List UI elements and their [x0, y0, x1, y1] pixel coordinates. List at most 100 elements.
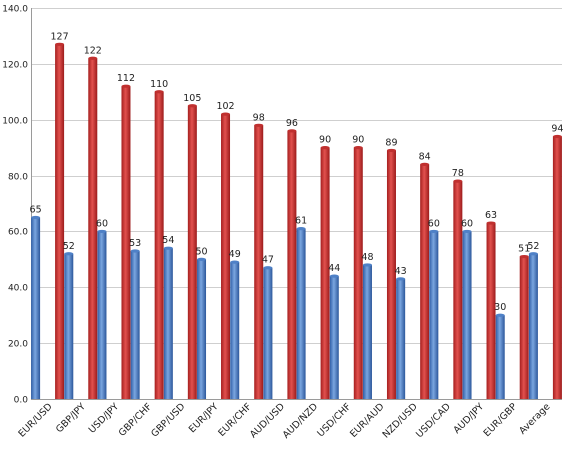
- red-bar-cap: [254, 123, 264, 127]
- blue-bar: [64, 253, 74, 399]
- x-tick-label: EUR/GBP: [482, 401, 520, 439]
- data-label: 47: [262, 255, 274, 266]
- red-bar: [55, 44, 65, 400]
- y-tick-label: 60.0: [8, 228, 28, 238]
- red-bar-cap: [353, 146, 363, 150]
- red-bar-cap: [187, 104, 197, 108]
- blue-bar: [396, 278, 406, 399]
- blue-bar-cap: [462, 229, 472, 234]
- red-bar-cap: [221, 112, 231, 116]
- blue-bar: [495, 315, 505, 399]
- blue-bar-cap: [64, 252, 74, 256]
- x-tick-label: GBP/USD: [149, 401, 187, 439]
- blue-bar-cap: [230, 260, 240, 264]
- data-label: 110: [150, 79, 168, 90]
- red-bar: [88, 58, 98, 400]
- red-bar: [287, 130, 297, 399]
- blue-bar-cap: [429, 229, 439, 234]
- blue-bar: [263, 267, 273, 399]
- red-bar: [320, 147, 330, 399]
- data-label: 61: [295, 216, 307, 227]
- blue-bar: [97, 231, 107, 399]
- red-bar: [154, 91, 164, 400]
- red-bar: [519, 256, 529, 399]
- blue-bar: [130, 250, 140, 399]
- data-label: 30: [494, 302, 506, 313]
- y-tick-label: 0.0: [14, 396, 29, 406]
- data-label: 65: [30, 204, 42, 215]
- y-tick-label: 100.0: [2, 117, 28, 127]
- red-bar: [353, 147, 363, 399]
- red-bar: [486, 223, 496, 399]
- data-label: 63: [485, 210, 497, 221]
- data-label: 60: [461, 218, 473, 229]
- data-label: 96: [286, 118, 298, 129]
- data-label: 60: [96, 218, 108, 229]
- data-label: 122: [84, 45, 102, 56]
- red-bar: [187, 105, 197, 399]
- x-tick-label: GBP/CHF: [117, 401, 155, 439]
- blue-bar: [163, 248, 173, 399]
- blue-bar-cap: [396, 277, 406, 281]
- red-bar-cap: [88, 56, 98, 60]
- blue-bar-cap: [362, 263, 372, 267]
- data-label: 127: [51, 31, 69, 42]
- data-label: 43: [395, 266, 407, 277]
- x-tick-label: GBP/JPY: [54, 401, 88, 435]
- blue-bar-cap: [197, 257, 207, 261]
- data-label: 78: [452, 168, 464, 179]
- red-bar-cap: [486, 221, 496, 225]
- data-label: 52: [63, 241, 75, 252]
- blue-bar-cap: [495, 313, 505, 317]
- red-bar-cap: [420, 162, 430, 166]
- x-tick-label: Average: [517, 401, 552, 436]
- y-tick-label: 40.0: [8, 284, 28, 294]
- data-label: 84: [419, 151, 431, 162]
- blue-bar-cap: [329, 274, 339, 278]
- red-bar-cap: [55, 42, 65, 46]
- x-tick-label: AUD/NZD: [281, 401, 321, 441]
- blue-bar-cap: [163, 246, 173, 250]
- data-label: 90: [352, 135, 364, 146]
- x-tick-label: EUR/USD: [16, 401, 54, 439]
- data-label: 94: [551, 123, 563, 134]
- red-bar: [552, 136, 562, 399]
- blue-bar: [230, 262, 240, 399]
- data-label: 48: [361, 252, 373, 263]
- red-bar-cap: [287, 129, 297, 133]
- blue-bar: [429, 231, 439, 399]
- red-bar-cap: [154, 90, 164, 94]
- red-bar: [420, 164, 430, 399]
- data-label: 52: [527, 241, 539, 252]
- data-label: 53: [129, 238, 141, 249]
- blue-bar-cap: [130, 249, 140, 253]
- red-bar-cap: [320, 146, 330, 150]
- y-tick-label: 120.0: [2, 61, 28, 71]
- x-tick-label: NZD/USD: [381, 401, 420, 440]
- bars: [31, 42, 562, 400]
- data-label: 50: [195, 246, 207, 257]
- data-label: 89: [385, 137, 397, 148]
- y-axis: 0.0 20.0 40.0 60.0 80.0 100.0 120.0 140.0: [2, 5, 562, 406]
- blue-bar: [462, 231, 472, 399]
- y-tick-label: 20.0: [8, 340, 28, 350]
- x-tick-label: USD/CHF: [315, 401, 353, 439]
- blue-bar-cap: [263, 266, 273, 270]
- x-tick-label: USD/CAD: [414, 401, 453, 440]
- blue-bar: [528, 253, 538, 399]
- red-bar-cap: [453, 179, 463, 183]
- data-label: 102: [216, 101, 234, 112]
- blue-bar: [296, 228, 306, 399]
- data-label: 49: [229, 249, 241, 260]
- blue-bar: [31, 217, 41, 399]
- data-label: 54: [162, 235, 174, 246]
- data-label: 90: [319, 135, 331, 146]
- blue-bar: [362, 264, 372, 399]
- data-label: 98: [253, 112, 265, 123]
- data-labels: 65 127 52 122 60 112 53 110 54 105 50 102 49 98 47 96 61…: [30, 31, 564, 313]
- red-bar-cap: [121, 84, 131, 88]
- blue-bar-cap: [31, 215, 41, 220]
- y-tick-label: 80.0: [8, 173, 28, 183]
- blue-bar: [197, 259, 207, 399]
